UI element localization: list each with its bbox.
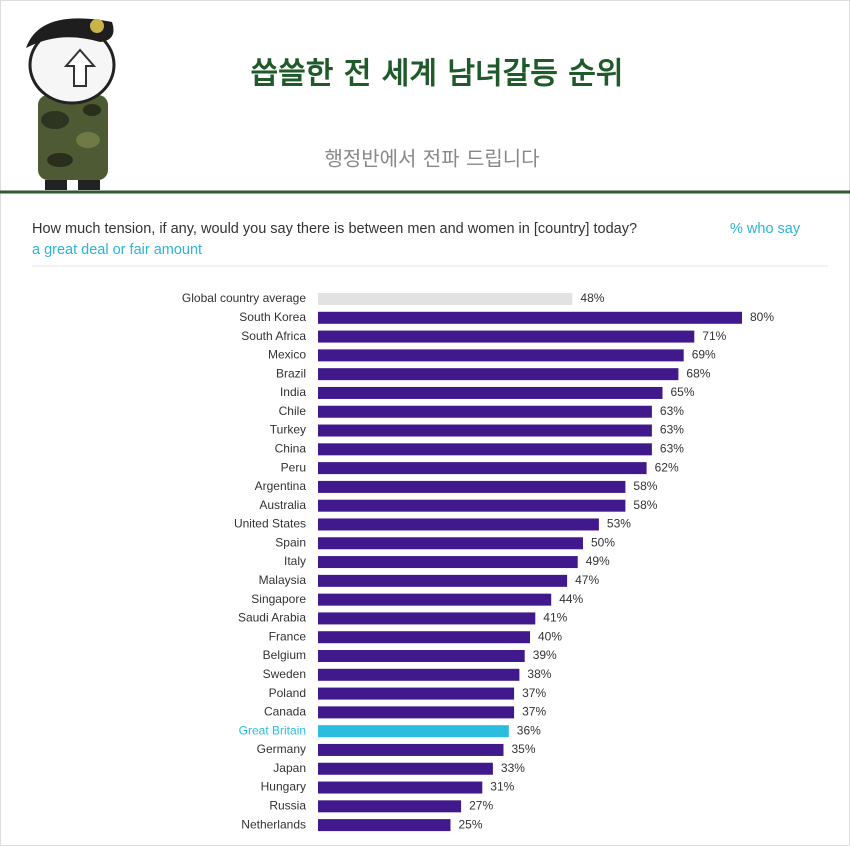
- value-label: 53%: [607, 517, 631, 531]
- value-label: 38%: [527, 667, 551, 681]
- cartoon-soldier: [26, 18, 116, 190]
- value-label: 33%: [501, 761, 525, 775]
- bar: [318, 781, 483, 794]
- category-label: Malaysia: [259, 573, 307, 587]
- category-label: South Africa: [241, 329, 306, 343]
- value-label: 71%: [702, 329, 726, 343]
- bar: [318, 687, 515, 700]
- value-label: 69%: [692, 348, 716, 362]
- category-label: United States: [234, 517, 306, 531]
- value-label: 47%: [575, 573, 599, 587]
- chart-subtitle: % who say a great deal or fair amount: [32, 221, 801, 258]
- value-label: 62%: [655, 460, 679, 474]
- value-label: 48%: [580, 291, 604, 305]
- bar: [318, 574, 568, 587]
- value-label: 25%: [459, 817, 483, 831]
- bar: [318, 819, 451, 832]
- value-label: 63%: [660, 423, 684, 437]
- category-label: Hungary: [261, 780, 306, 794]
- value-label: 65%: [671, 385, 695, 399]
- bar: [318, 706, 515, 719]
- category-label: Argentina: [255, 479, 307, 493]
- bar: [318, 499, 626, 512]
- bar: [318, 593, 552, 606]
- category-label: Chile: [279, 404, 307, 418]
- bar: [318, 330, 695, 343]
- category-label: Global country average: [182, 291, 306, 305]
- bar: [318, 800, 462, 813]
- value-label: 39%: [533, 648, 557, 662]
- bar: [318, 443, 652, 456]
- category-label: Germany: [257, 742, 306, 756]
- category-label: Sweden: [263, 667, 306, 681]
- category-label: Australia: [259, 498, 306, 512]
- bar: [318, 293, 573, 305]
- bar: [318, 668, 520, 681]
- value-label: 44%: [559, 592, 583, 606]
- category-label: Peru: [281, 460, 306, 474]
- category-label: Turkey: [270, 423, 306, 437]
- value-label: 41%: [543, 611, 567, 625]
- category-label: Canada: [264, 705, 306, 719]
- category-label: Great Britain: [239, 723, 306, 737]
- page-title: 씁쓸한 전 세계 남녀갈등 순위: [251, 57, 624, 92]
- value-label: 63%: [660, 404, 684, 418]
- category-label: Saudi Arabia: [238, 611, 306, 625]
- category-label: South Korea: [239, 310, 306, 324]
- category-label: Spain: [275, 535, 306, 549]
- value-label: 31%: [490, 780, 514, 794]
- value-label: 37%: [522, 705, 546, 719]
- category-label: Italy: [284, 554, 306, 568]
- bars: Global country average 48% South Korea 80% S…: [182, 291, 774, 831]
- category-label: India: [280, 385, 306, 399]
- value-label: 36%: [517, 723, 541, 737]
- category-label: Brazil: [276, 366, 306, 380]
- bar: [318, 311, 742, 324]
- bar: [318, 650, 525, 663]
- category-label: Netherlands: [241, 817, 306, 831]
- bar: [318, 424, 652, 437]
- category-label: Russia: [269, 799, 306, 813]
- value-label: 80%: [750, 310, 774, 324]
- bar: [318, 725, 509, 738]
- value-label: 49%: [586, 554, 610, 568]
- bar: [318, 537, 583, 550]
- value-label: 63%: [660, 441, 684, 455]
- bar: [318, 631, 530, 644]
- bar: [318, 349, 684, 362]
- value-label: 37%: [522, 686, 546, 700]
- bar: [318, 480, 626, 493]
- bar: [318, 743, 504, 756]
- category-label: Japan: [273, 761, 306, 775]
- value-label: 35%: [512, 742, 536, 756]
- value-label: 58%: [633, 479, 657, 493]
- value-label: 40%: [538, 629, 562, 643]
- value-label: 50%: [591, 535, 615, 549]
- bar: [318, 462, 647, 475]
- category-label: China: [275, 441, 307, 455]
- category-label: France: [269, 629, 307, 643]
- category-label: Poland: [269, 686, 306, 700]
- bar: [318, 762, 493, 775]
- bar: [318, 612, 536, 625]
- value-label: 58%: [633, 498, 657, 512]
- value-label: 27%: [469, 799, 493, 813]
- category-label: Singapore: [251, 592, 306, 606]
- bar: [318, 368, 679, 381]
- bar: [318, 405, 652, 418]
- category-label: Mexico: [268, 348, 306, 362]
- page-subtitle: 행정반에서 전파 드립니다: [324, 147, 539, 171]
- chart-title: How much tension, if any, would you say …: [32, 221, 637, 237]
- value-label: 68%: [686, 366, 710, 380]
- category-label: Belgium: [263, 648, 306, 662]
- bar: [318, 518, 599, 531]
- bar: [318, 556, 578, 569]
- bar: [318, 386, 663, 399]
